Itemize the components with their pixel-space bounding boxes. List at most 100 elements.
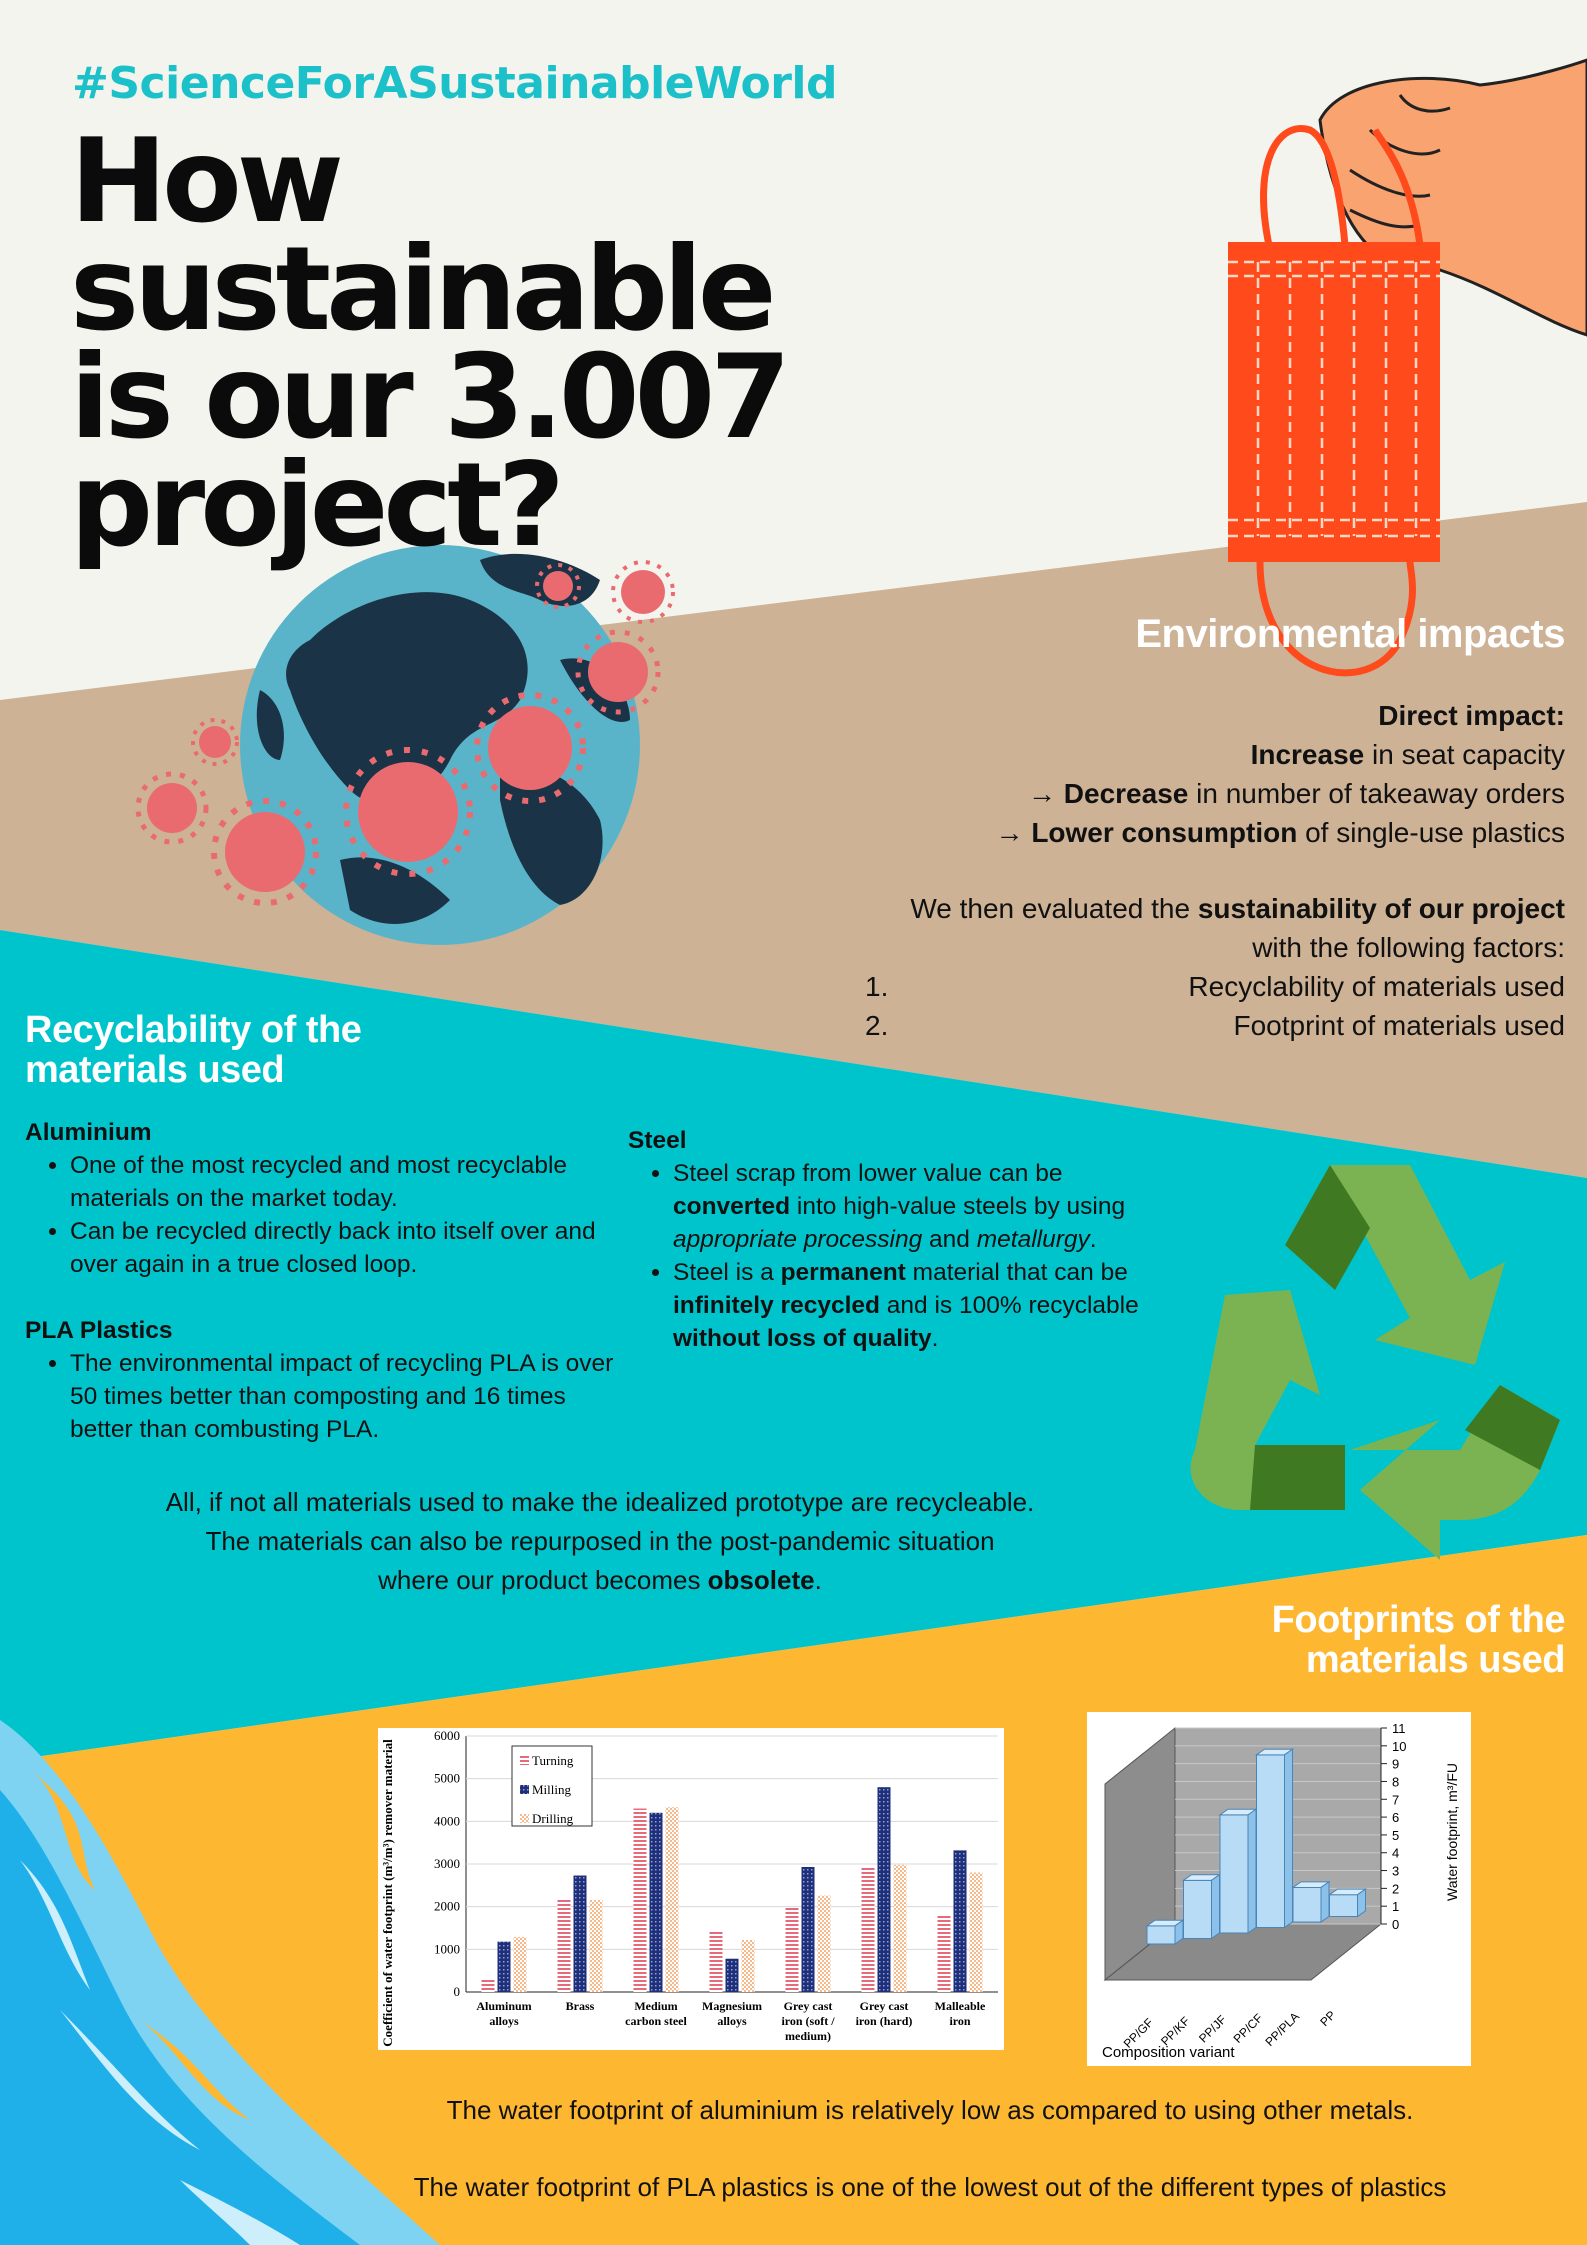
teal-band (0, 930, 1587, 1762)
chart1-bar-turning (633, 1808, 647, 1992)
title-line-3: project? (70, 438, 565, 573)
chart1-bar-drilling (969, 1872, 983, 1992)
chart2-y-tick-label: 8 (1392, 1774, 1399, 1789)
chart1-bar-turning (481, 1979, 495, 1992)
chart1-y-tick-label: 5000 (434, 1771, 460, 1786)
legend-milling: Milling (532, 1782, 572, 1797)
chart2-y-tick-label: 2 (1392, 1881, 1399, 1896)
chart1-category-label: Magnesium alloys (702, 1999, 762, 2028)
impact-line-2: → Decrease in number of takeaway orders (1028, 778, 1565, 809)
chart1-bar-milling (801, 1866, 815, 1992)
virus-particles (135, 560, 675, 906)
direct-impact-label: Direct impact: (1378, 700, 1565, 731)
chart2-x-axis-label: Composition variant (1102, 2044, 1235, 2061)
pla-bullet-1: The environmental impact of recycling PL… (70, 1347, 615, 1446)
chart2-y-axis-label: Water footprint, m³/FU (1444, 1763, 1460, 1901)
chart2-y-tick-label: 0 (1392, 1917, 1399, 1932)
recyclability-summary: All, if not all materials used to make t… (165, 1487, 1035, 1595)
steel-heading: Steel (628, 1127, 687, 1154)
chart1-category-label: Grey cast iron (hard) (856, 1999, 913, 2028)
chart1-bar-milling (725, 1958, 739, 1992)
title-line-1: How sustainable (70, 114, 777, 357)
chart2-category-label: PP/CF (1231, 2011, 1266, 2046)
environmental-impacts-heading: Environmental impacts (1135, 612, 1565, 656)
chart2-bar (1327, 1888, 1368, 1918)
chart2-y-tick-label: 4 (1392, 1846, 1399, 1861)
chart1-bar-turning (861, 1867, 875, 1992)
pla-heading: PLA Plastics (25, 1317, 173, 1344)
chart2-bar (1218, 1808, 1258, 1934)
chart1-category-label: Aluminum alloys (476, 1999, 531, 2028)
chart1-bar-milling (877, 1787, 891, 1992)
aluminium-heading: Aluminium (25, 1119, 152, 1146)
plastics-water-footprint-chart: 0 1 2 3 4 5 6 7 8 9 10 11 PP/GF PP/KF PP/JF PP/CF PP/PLA… (1087, 1712, 1471, 2066)
chart1-bar-turning (709, 1930, 723, 1992)
chart2-y-tick-label: 6 (1392, 1810, 1399, 1825)
chart2-bar (1181, 1873, 1222, 1940)
footprint-caption-aluminium: The water footprint of aluminium is rela… (446, 2095, 1414, 2125)
aluminium-bullet-2: Can be recycled directly back into itsel… (70, 1215, 615, 1281)
factor-item-2: 2. Footprint of materials used (865, 1010, 1565, 1041)
legend-swatch-milling (520, 1785, 529, 1794)
legend-drilling: Drilling (532, 1811, 574, 1826)
chart1-y-tick-label: 6000 (434, 1728, 460, 1743)
chart2-category-label: PP/JF (1196, 2012, 1229, 2045)
title-line-2: is our 3.007 (70, 330, 791, 465)
chart1-category-label: Grey cast iron (soft / medium) (781, 1999, 835, 2043)
chart2-bar (1254, 1748, 1295, 1929)
chart2-y-tick-label: 5 (1392, 1828, 1399, 1843)
footprints-heading: Footprints of the materials used (1271, 1599, 1566, 1681)
chart2-y-tick-label: 3 (1392, 1864, 1399, 1879)
chart1-y-tick-label: 2000 (434, 1899, 460, 1914)
footprint-caption-pla: The water footprint of PLA plastics is o… (413, 2172, 1447, 2202)
chart1-bar-drilling (665, 1807, 679, 1992)
hand-holding-mask-illustration (1228, 58, 1587, 677)
chart1-y-tick-label: 0 (454, 1984, 461, 1999)
steel-bullet-1: Steel scrap from lower value can be conv… (673, 1157, 1148, 1256)
chart2-y-tick-label: 10 (1392, 1739, 1406, 1754)
water-wave-illustration (0, 1720, 440, 2245)
chart1-bar-milling (649, 1812, 663, 1992)
legend-swatch-drilling (520, 1814, 529, 1823)
chart1-category-label: Medium carbon steel (625, 1999, 687, 2028)
chart2-y-tick-label: 9 (1392, 1757, 1399, 1772)
evaluation-text: We then evaluated the sustainability of … (910, 893, 1565, 963)
impact-line-3: → Lower consumption of single-use plasti… (995, 817, 1565, 848)
chart2-category-label: PP/PLA (1262, 2009, 1302, 2049)
recyclability-heading: Recyclability of the materials used (25, 1009, 362, 1091)
chart1-category-label: Malleable iron (935, 1999, 986, 2028)
page-title: How sustainable is our 3.007 project? (70, 114, 1030, 573)
chart1-bar-turning (937, 1915, 951, 1992)
chart1-bar-drilling (589, 1899, 603, 1992)
hashtag: #ScienceForASustainableWorld (72, 58, 837, 109)
recycle-symbol-illustration (1190, 1165, 1560, 1560)
chart2-y-tick-label: 1 (1392, 1899, 1399, 1914)
metals-water-footprint-chart: 0 1000 2000 3000 4000 5000 6000 Aluminum alloys B… (378, 1728, 1004, 2050)
chart1-bar-drilling (513, 1936, 527, 1992)
chart1-legend: Turning Milling Drilling (511, 1745, 593, 1827)
chart1-bar-milling (953, 1850, 967, 1992)
chart1-bar-drilling (893, 1864, 907, 1992)
aluminium-bullet-1: One of the most recycled and most recycl… (70, 1149, 615, 1215)
chart1-bar-milling (573, 1875, 587, 1992)
environmental-impacts-text: Direct impact: Increase in seat capacity… (865, 696, 1565, 1045)
steel-bullet-2: Steel is a permanent material that can b… (673, 1256, 1148, 1355)
chart1-bar-milling (497, 1941, 511, 1992)
aluminium-section: Aluminium One of the most recycled and m… (25, 1116, 615, 1281)
impact-line-1: Increase in seat capacity (1250, 739, 1565, 770)
pla-section: PLA Plastics The environmental impact of… (25, 1314, 615, 1446)
chart2-category-label: PP (1317, 2008, 1338, 2029)
legend-turning: Turning (532, 1753, 574, 1768)
chart1-bar-drilling (741, 1939, 755, 1992)
factor-item-1: 1. Recyclability of materials used (865, 971, 1565, 1002)
chart1-bar-turning (785, 1907, 799, 1992)
chart1-bar-drilling (817, 1895, 831, 1992)
steel-section: Steel Steel scrap from lower value can b… (628, 1124, 1148, 1355)
chart1-y-tick-label: 1000 (434, 1941, 460, 1956)
chart1-category-label: Brass (566, 1999, 595, 2013)
chart2-y-tick-label: 11 (1392, 1721, 1406, 1736)
chart1-y-axis-label: Coefficient of water footprint (m³/m³) r… (380, 1739, 395, 2047)
chart2-bar (1291, 1880, 1331, 1923)
chart2-bar (1145, 1919, 1185, 1945)
chart1-bar-turning (557, 1898, 571, 1992)
